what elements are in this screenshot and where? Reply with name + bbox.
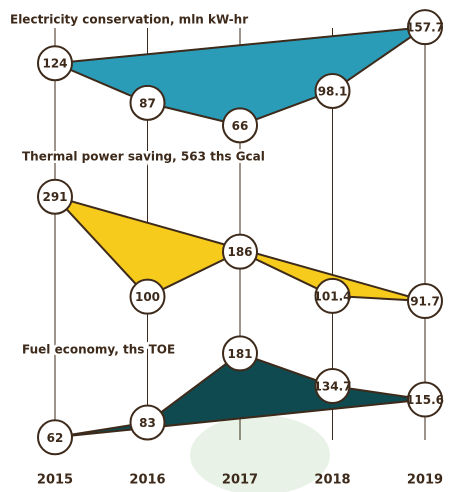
value-label: 134.7 [314, 380, 352, 394]
x-tick-label: 2017 [222, 473, 258, 488]
value-label: 98.1 [318, 84, 348, 98]
value-label: 124 [42, 57, 67, 71]
panel-title: Thermal power saving, 563 ths Gcal [22, 150, 265, 164]
value-label: 100 [135, 290, 160, 304]
value-label: 101.4 [314, 289, 352, 303]
value-label: 91.7 [410, 295, 440, 309]
value-label: 83 [139, 416, 156, 430]
value-label: 186 [227, 245, 252, 259]
chart: 2015 2016 2017 2018 2019 Electricity conserva… [0, 0, 453, 492]
value-label: 291 [42, 190, 67, 204]
value-label: 87 [139, 96, 156, 110]
value-label: 115.6 [406, 393, 444, 407]
value-label: 66 [232, 119, 249, 133]
x-tick-label: 2016 [129, 473, 165, 488]
x-tick-label: 2018 [314, 473, 350, 488]
x-tick-label: 2015 [37, 473, 73, 488]
value-label: 157.7 [406, 21, 444, 35]
panel-title: Electricity conservation, mln kW-hr [10, 13, 248, 27]
background-leaf [190, 415, 330, 492]
x-tick-label: 2019 [407, 473, 443, 488]
value-label: 181 [227, 347, 252, 361]
value-label: 62 [47, 431, 64, 445]
panel-title: Fuel economy, ths TOE [22, 343, 175, 357]
